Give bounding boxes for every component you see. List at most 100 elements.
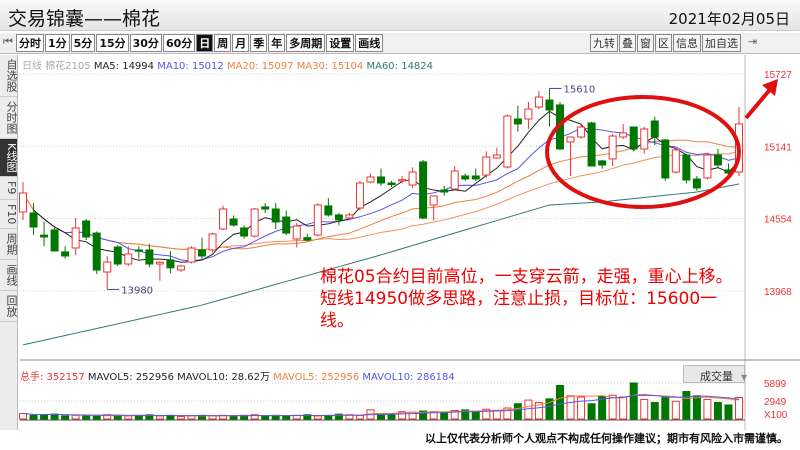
candle-body bbox=[429, 195, 438, 206]
disclaimer: 以上仅代表分析师个人观点不构成任何操作建议；期市有风险入市需谨慎。 bbox=[425, 432, 788, 445]
volume-bar bbox=[208, 415, 217, 420]
sidebar-item[interactable]: F9 bbox=[0, 177, 17, 200]
sidebar-item[interactable]: 回放 bbox=[0, 291, 17, 322]
tool-button[interactable]: 区 bbox=[655, 34, 672, 52]
volume-bar bbox=[419, 410, 428, 420]
candle-body bbox=[377, 176, 385, 184]
candle-body bbox=[219, 208, 228, 230]
period-tab[interactable]: 30分 bbox=[129, 34, 162, 52]
sidebar-item[interactable]: K线图 bbox=[0, 139, 17, 178]
candle-body bbox=[282, 216, 291, 234]
period-tab[interactable]: 年 bbox=[268, 34, 286, 52]
volume-bar bbox=[461, 409, 470, 420]
mavol10-value: MAVOL10: 28.62万 bbox=[177, 372, 270, 383]
period-tab[interactable]: 画线 bbox=[355, 34, 384, 52]
sidebar-item[interactable]: 分时图 bbox=[0, 97, 17, 139]
candle-body bbox=[461, 175, 470, 180]
volume-bar bbox=[440, 411, 449, 420]
period-tab[interactable]: 15分 bbox=[96, 34, 129, 52]
tool-button[interactable]: 加自选 bbox=[702, 34, 741, 52]
candle-body bbox=[492, 154, 501, 159]
volume-bar bbox=[71, 414, 80, 420]
candle-body bbox=[534, 96, 543, 108]
y-tick-label: 14554 bbox=[764, 215, 792, 226]
period-tab[interactable]: 季 bbox=[250, 34, 268, 52]
total-volume: 总手: 352157 bbox=[20, 372, 85, 383]
candle-body bbox=[145, 249, 154, 265]
candle-body bbox=[566, 136, 575, 143]
ma30-value: MA30: 15104 bbox=[296, 61, 364, 72]
candle-body bbox=[303, 237, 312, 241]
volume-bar bbox=[513, 403, 522, 420]
candle-body bbox=[187, 247, 196, 263]
period-tab[interactable]: 多周期 bbox=[286, 34, 326, 52]
period-tab[interactable]: 月 bbox=[232, 34, 250, 52]
volume-bar bbox=[619, 396, 628, 420]
period-tab[interactable]: 1分 bbox=[45, 34, 70, 52]
volume-bar bbox=[735, 397, 743, 420]
tool-button[interactable]: 信息 bbox=[673, 34, 701, 52]
candle-body bbox=[124, 253, 133, 265]
period-tab[interactable]: 周 bbox=[214, 34, 232, 52]
ma10-value: MA10: 15012 bbox=[157, 61, 224, 72]
volume-bar bbox=[661, 397, 670, 420]
candle-body bbox=[292, 225, 301, 240]
period-tab[interactable]: 设置 bbox=[326, 34, 355, 52]
candle-body bbox=[692, 178, 701, 189]
indicator-select[interactable]: 成交量 ▼ bbox=[683, 365, 747, 383]
volume-bar bbox=[40, 414, 49, 420]
period-tab[interactable]: 60分 bbox=[162, 34, 196, 52]
period-tabs: 分时 1分 5分 15分 30分 60分日周月季年多周期 设置 画线 bbox=[16, 34, 384, 52]
candle-body bbox=[524, 108, 533, 120]
candle-body bbox=[503, 115, 512, 168]
sidebar-item[interactable]: F10 bbox=[0, 200, 17, 229]
volume-bar bbox=[556, 384, 564, 420]
volume-bar bbox=[92, 415, 101, 420]
candle-body bbox=[113, 246, 122, 265]
candle-body bbox=[608, 135, 617, 160]
vol-tick-label: 2949 bbox=[764, 397, 787, 408]
candle-body bbox=[271, 208, 280, 223]
candle-body bbox=[261, 206, 270, 210]
collapse-right-icon[interactable]: ⇥ bbox=[748, 35, 758, 48]
period-tab[interactable]: 5分 bbox=[70, 34, 96, 52]
symbol-label: 棉花2105 bbox=[45, 61, 91, 72]
mavol5-value: MAVOL5: 252956 bbox=[87, 372, 174, 383]
volume-bar bbox=[124, 415, 133, 420]
skip-start-icon[interactable]: ⏮ bbox=[3, 35, 13, 48]
period-label: 日线 bbox=[22, 61, 42, 72]
candle-body bbox=[345, 214, 354, 219]
candle-body bbox=[166, 259, 175, 269]
ma60-value: MA60: 14824 bbox=[366, 61, 434, 72]
volume-bar bbox=[187, 415, 196, 420]
sidebar-item[interactable]: 周期 bbox=[0, 229, 17, 260]
period-tab[interactable]: 日 bbox=[196, 34, 214, 52]
candle-body bbox=[408, 171, 417, 186]
candle-body bbox=[682, 154, 691, 181]
volume-bar bbox=[155, 415, 164, 420]
tool-button[interactable]: 窗 bbox=[637, 34, 654, 52]
tool-button[interactable]: 九转 bbox=[590, 34, 618, 52]
date-label: 2021年02月05日 bbox=[668, 10, 790, 28]
candle-body bbox=[450, 170, 459, 190]
candle-body bbox=[134, 249, 143, 252]
analysis-annotation: 棉花05合约目前高位，一支穿云箭，走强，重心上移。短线14950做多思路，注意止… bbox=[320, 267, 733, 331]
candle-body bbox=[19, 192, 27, 213]
candle-body bbox=[240, 227, 249, 237]
candle-body bbox=[61, 251, 70, 257]
sidebar-item[interactable]: 自选股 bbox=[0, 55, 17, 97]
sidebar-item[interactable]: 画线 bbox=[0, 260, 17, 291]
candle-body bbox=[619, 132, 628, 138]
low-marker-label: 13980 bbox=[121, 285, 153, 296]
volume-bar bbox=[682, 391, 691, 420]
candle-body bbox=[703, 154, 712, 179]
period-tab[interactable]: 分时 bbox=[16, 34, 44, 52]
volume-bar bbox=[29, 414, 38, 420]
title-bar: 交易锦囊——棉花 2021年02月05日 bbox=[0, 0, 800, 31]
sidebar: 自选股 分时图 K线图 F9 F10 周期 画线 回放 bbox=[0, 55, 18, 430]
candle-body bbox=[640, 128, 649, 150]
right-tools: 九转叠窗区信息 加自选 bbox=[590, 34, 742, 52]
tool-button[interactable]: 叠 bbox=[619, 34, 636, 52]
candle-body bbox=[513, 118, 522, 125]
